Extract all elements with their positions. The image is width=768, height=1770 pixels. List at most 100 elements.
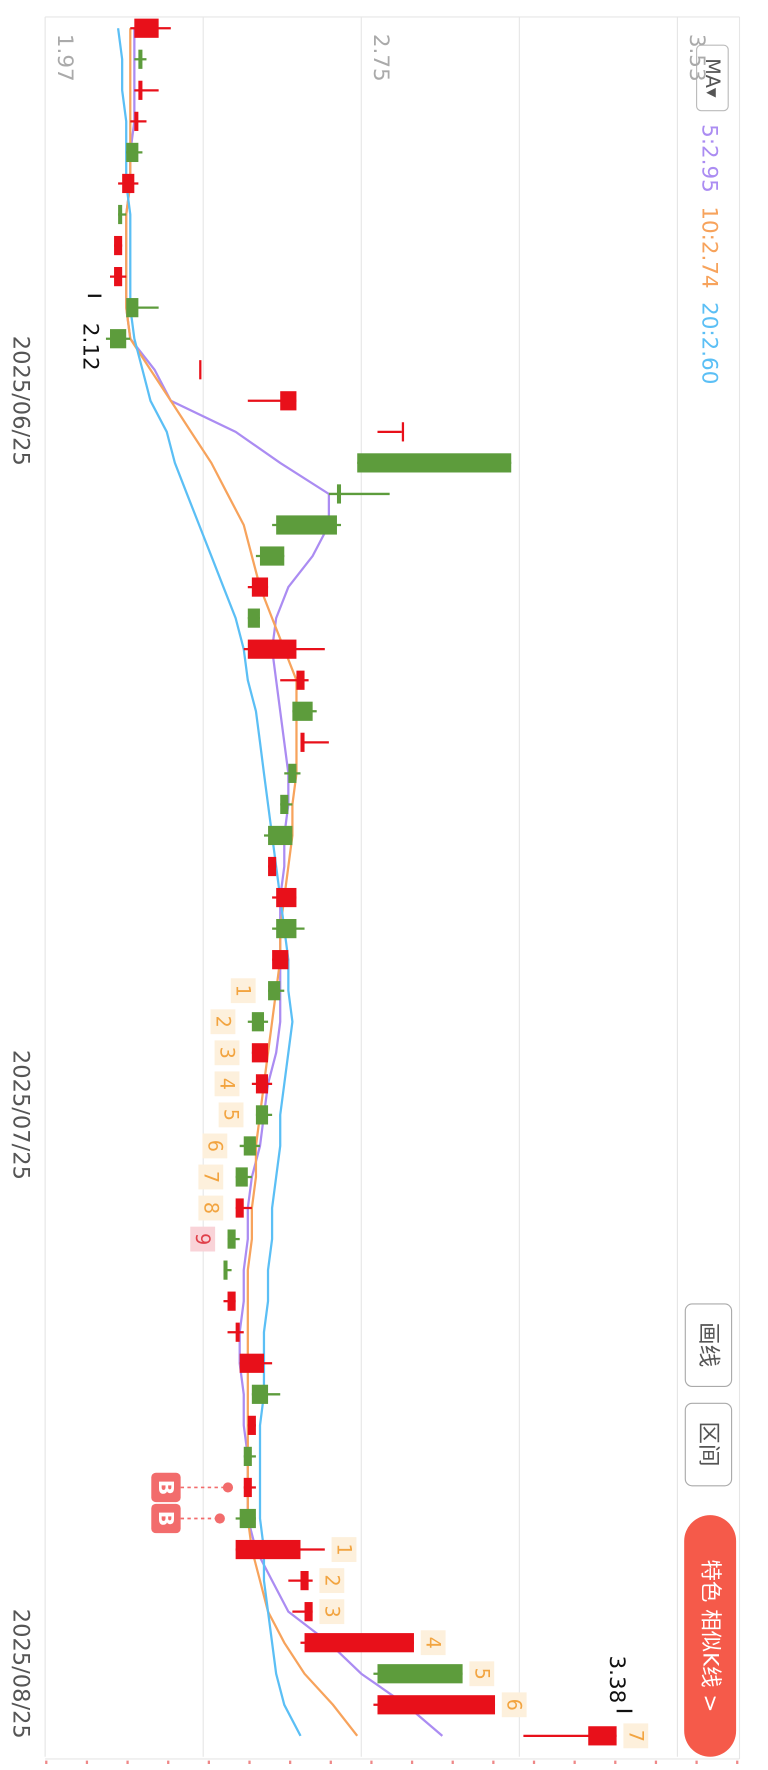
- candle-body: [272, 950, 289, 970]
- range-button[interactable]: [684, 1402, 733, 1487]
- feature-button[interactable]: [684, 1515, 737, 1757]
- count-badge: [623, 1723, 649, 1749]
- legend-item: 10:2.74: [697, 206, 722, 288]
- candle-body: [255, 1105, 269, 1125]
- signal-label: B: [154, 1480, 178, 1495]
- count-badge: [214, 1040, 240, 1066]
- candle-body: [126, 142, 139, 163]
- count-badge: [420, 1630, 446, 1656]
- candle-body: [251, 577, 269, 597]
- candle-body: [114, 235, 123, 256]
- count-badge: [202, 1133, 228, 1159]
- candle-body: [227, 1229, 236, 1249]
- ma-line: [116, 28, 302, 1737]
- candle-body: [114, 267, 123, 287]
- candle-body: [268, 856, 277, 877]
- y-tick-label: 3.53: [684, 34, 709, 82]
- feature-button-label[interactable]: 特色 相似K线 >: [698, 1559, 723, 1712]
- candle-body: [110, 329, 127, 349]
- count-label: 4: [422, 1637, 445, 1649]
- candle-body: [247, 1415, 256, 1435]
- low-label: 2.12: [78, 323, 103, 371]
- candle-body: [199, 360, 202, 380]
- x-tick-label: 2025/07/25: [7, 1050, 33, 1180]
- count-label: 5: [470, 1668, 493, 1680]
- candle-body: [292, 701, 313, 721]
- candle-body: [304, 1633, 414, 1653]
- signal-label: B: [154, 1511, 178, 1526]
- candle-body: [227, 1291, 236, 1311]
- candle-body: [259, 546, 285, 566]
- ma-button[interactable]: [696, 44, 729, 112]
- count-label: 4: [216, 1078, 239, 1090]
- count-label: 6: [203, 1140, 226, 1152]
- y-tick-label: 2.75: [368, 34, 393, 82]
- chart-body: MA▾ 画线 区间 特色 相似K线 > 1.97 2.75 3.53 5:2.95 10…: [7, 16, 741, 1765]
- candle-body: [239, 1508, 256, 1529]
- candle-body: [276, 515, 337, 535]
- signal-badge: [151, 1503, 181, 1534]
- count-badge: [210, 1009, 236, 1035]
- x-tick-label: 2025/08/25: [7, 1609, 33, 1739]
- y-tick-label: 1.97: [52, 34, 77, 82]
- draw-button-label[interactable]: 画线: [695, 1322, 721, 1367]
- candle-body: [377, 1664, 463, 1684]
- count-label: 7: [624, 1730, 647, 1742]
- candle-body: [235, 1539, 301, 1560]
- count-badge: [218, 1102, 244, 1128]
- candle-body: [223, 1260, 228, 1280]
- count-label: 3: [216, 1047, 239, 1059]
- signal-dot: [222, 1482, 234, 1493]
- candle-body: [247, 639, 297, 659]
- count-label: 2: [320, 1574, 343, 1586]
- candle-body: [296, 670, 305, 690]
- candle-body: [280, 794, 289, 815]
- candle-body: [235, 1198, 244, 1218]
- candle-body: [357, 453, 512, 473]
- count-label: 2: [211, 1016, 234, 1028]
- candle-body: [122, 173, 135, 194]
- count-badge: [230, 978, 256, 1004]
- legend-item: 5:2.95: [697, 124, 722, 193]
- candle-body: [251, 1012, 265, 1032]
- candle-body: [276, 919, 297, 939]
- count-label: 1: [332, 1543, 355, 1555]
- candle-body: [235, 1322, 240, 1342]
- candle-body: [118, 204, 123, 225]
- range-button-label[interactable]: 区间: [695, 1421, 721, 1466]
- candle-body: [243, 1136, 256, 1156]
- count-badge: [319, 1568, 345, 1594]
- candle-body: [243, 1477, 252, 1498]
- count-badge: [319, 1599, 345, 1625]
- candle-body: [268, 981, 281, 1001]
- count-badge: [198, 1195, 224, 1221]
- ma-button-label[interactable]: MA▾: [701, 58, 724, 98]
- candle-body: [336, 484, 342, 504]
- candle-body: [134, 111, 139, 131]
- count-label: 8: [199, 1202, 222, 1214]
- candle-body: [288, 763, 297, 783]
- x-tick-label: 2025/06/25: [7, 336, 33, 466]
- high-label: 3.38: [604, 1656, 629, 1704]
- draw-button[interactable]: [684, 1303, 733, 1387]
- candle-body: [255, 1074, 269, 1094]
- count-label: 9: [191, 1233, 214, 1245]
- count-badge: [469, 1661, 495, 1687]
- count-label: 3: [320, 1606, 343, 1618]
- candle-body: [377, 1695, 496, 1715]
- count-badge: [214, 1071, 240, 1097]
- candle-body: [401, 422, 405, 442]
- count-badge: [331, 1537, 357, 1562]
- candle-body: [134, 18, 159, 38]
- candle-body: [126, 298, 139, 318]
- candle-body: [138, 49, 143, 69]
- candle-body: [276, 887, 297, 908]
- candle-body: [268, 825, 293, 846]
- count-label: 7: [199, 1171, 222, 1183]
- count-badge: [190, 1226, 216, 1252]
- candle-body: [243, 1446, 252, 1467]
- count-label: 5: [220, 1109, 243, 1121]
- candle-body: [300, 1571, 309, 1591]
